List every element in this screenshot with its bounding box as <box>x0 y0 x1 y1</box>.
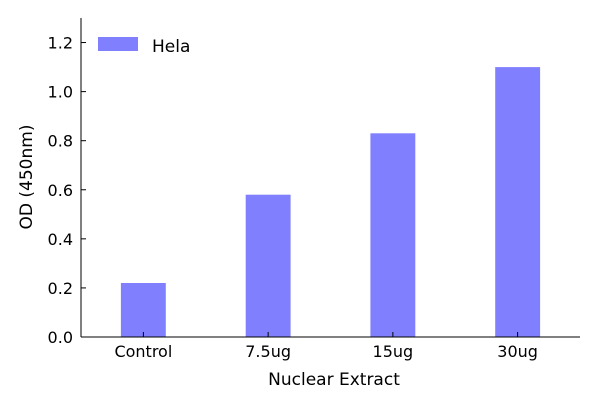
y-tick-label: 1.2 <box>48 34 73 53</box>
bar-7.5ug <box>245 194 291 337</box>
y-tick-label: 0.8 <box>48 132 73 151</box>
legend: Hela <box>98 37 190 57</box>
bar-15ug <box>370 133 416 337</box>
x-tick-label: 30ug <box>497 342 538 361</box>
bar-Control <box>120 283 166 337</box>
y-tick-label: 0.2 <box>48 279 73 298</box>
y-tick-label: 0.4 <box>48 230 73 249</box>
y-tick-label: 1.0 <box>48 83 73 102</box>
legend-swatch <box>98 37 138 51</box>
x-tick-label: 7.5ug <box>245 342 291 361</box>
x-ticks-group: Control 7.5ug 15ug 30ug <box>114 332 538 361</box>
x-tick-label: 15ug <box>373 342 414 361</box>
bar-30ug <box>495 67 541 337</box>
bars-group <box>120 67 541 337</box>
axes-group <box>80 18 580 338</box>
y-ticks-group: 0.0 0.2 0.4 0.6 0.8 1.0 1.2 <box>48 34 86 347</box>
y-tick-label: 0.0 <box>48 328 73 347</box>
legend-label: Hela <box>152 37 190 57</box>
y-tick-label: 0.6 <box>48 181 73 200</box>
x-axis-label: Nuclear Extract <box>268 370 400 390</box>
x-tick-label: Control <box>114 342 172 361</box>
y-axis-label: OD (450nm) <box>17 125 37 230</box>
